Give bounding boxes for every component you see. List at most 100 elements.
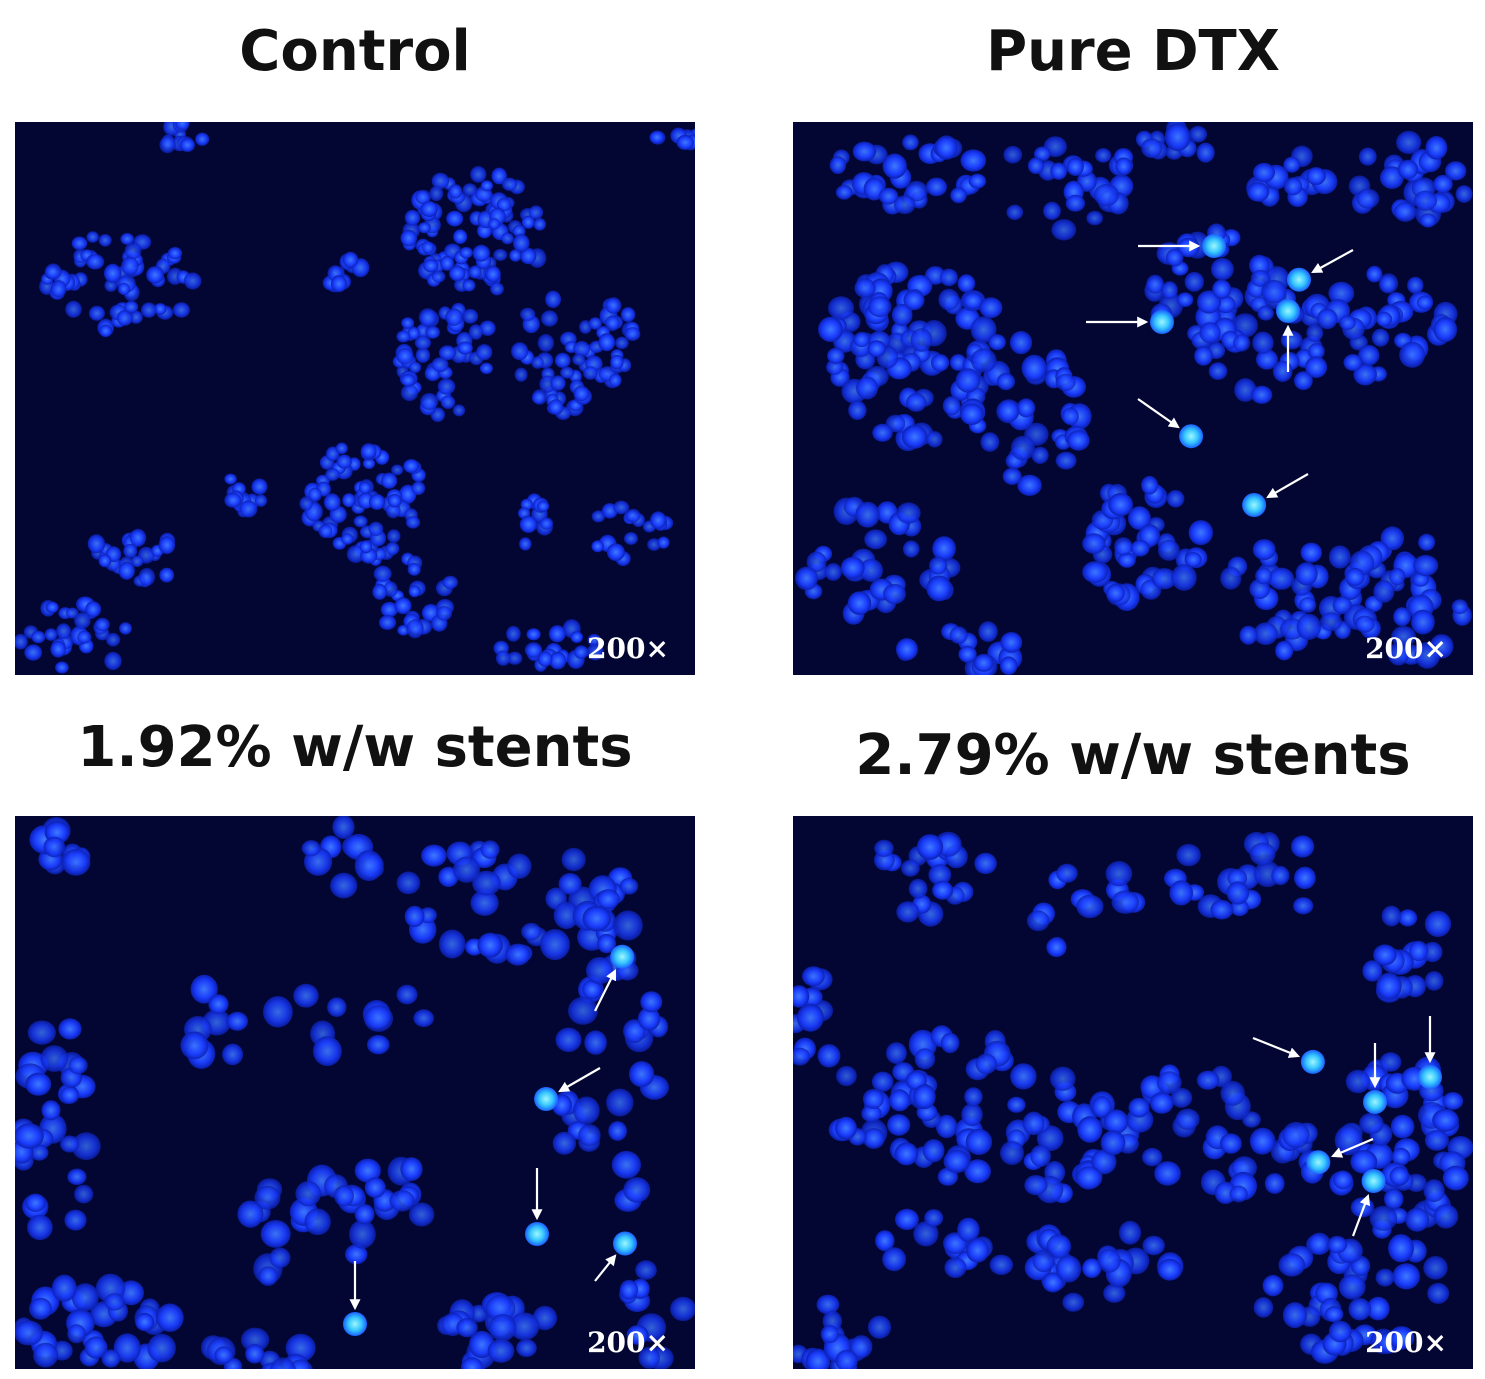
nucleus xyxy=(1397,159,1419,180)
nucleus xyxy=(87,534,106,554)
nucleus xyxy=(1328,281,1355,305)
nucleus xyxy=(875,1230,895,1252)
nucleus xyxy=(1271,865,1290,886)
nucleus xyxy=(1283,156,1301,173)
nucleus xyxy=(935,1114,958,1139)
nucleus xyxy=(1108,493,1133,517)
nucleus xyxy=(1358,344,1380,366)
nucleus xyxy=(1154,1161,1181,1186)
nucleus xyxy=(619,877,639,895)
nucleus xyxy=(935,135,958,160)
nucleus xyxy=(887,1114,911,1136)
nucleus xyxy=(942,396,961,416)
nucleus xyxy=(970,316,997,343)
nucleus xyxy=(1220,1133,1242,1154)
nucleus xyxy=(578,1124,601,1147)
nucleus xyxy=(802,966,825,987)
nucleus xyxy=(342,493,356,508)
nucleus xyxy=(86,231,99,243)
nucleus xyxy=(129,528,147,547)
nucleus xyxy=(468,324,483,340)
nucleus xyxy=(867,296,892,318)
nucleus xyxy=(61,849,91,876)
nucleus xyxy=(1252,539,1276,561)
nucleus xyxy=(175,122,190,131)
nucleus xyxy=(620,307,636,323)
nucleus xyxy=(378,615,397,630)
nucleus xyxy=(1050,162,1068,180)
nucleus xyxy=(676,135,695,150)
nucleus xyxy=(902,134,919,151)
nucleus xyxy=(27,1214,53,1241)
nucleus xyxy=(1376,972,1402,1000)
nucleus xyxy=(457,341,473,355)
nucleus xyxy=(269,1247,291,1269)
nucleus xyxy=(354,1158,381,1183)
nucleus xyxy=(950,187,967,204)
nucleus xyxy=(957,1217,980,1242)
nucleus xyxy=(579,320,592,334)
nucleus xyxy=(968,173,987,189)
nucleus xyxy=(1130,539,1150,557)
nucleus xyxy=(346,545,365,563)
nucleus xyxy=(878,187,899,205)
nucleus xyxy=(408,1202,435,1227)
nucleus xyxy=(260,1220,291,1248)
nucleus xyxy=(354,850,384,881)
nucleus xyxy=(421,844,447,867)
nucleus xyxy=(828,296,854,320)
nucleus xyxy=(1166,490,1185,508)
nucleus xyxy=(854,278,876,298)
nucleus xyxy=(1433,1204,1459,1229)
nucleus xyxy=(1328,545,1351,569)
nucleus xyxy=(1391,1147,1411,1166)
nucleus xyxy=(74,1184,94,1204)
nucleus xyxy=(1379,1052,1402,1072)
nucleus xyxy=(1211,258,1234,281)
nucleus xyxy=(891,303,913,326)
nucleus xyxy=(626,1325,649,1345)
nucleus xyxy=(506,625,521,642)
nucleus xyxy=(1000,1141,1024,1165)
nucleus xyxy=(334,1185,354,1207)
nucleus xyxy=(606,1088,634,1117)
nucleus xyxy=(795,566,818,591)
nucleus xyxy=(1294,371,1313,391)
nucleus xyxy=(65,300,82,318)
nucleus xyxy=(183,272,202,290)
nucleus xyxy=(400,373,416,387)
nucleus xyxy=(1253,622,1278,645)
nucleus xyxy=(130,555,144,568)
nucleus xyxy=(591,540,604,553)
nucleus xyxy=(582,905,612,932)
nucleus xyxy=(1280,330,1303,350)
micrograph-pure-dtx: 200× xyxy=(793,122,1473,675)
nucleus xyxy=(431,172,450,190)
nucleus xyxy=(1118,552,1136,568)
nucleus xyxy=(1411,609,1435,635)
nucleus xyxy=(1095,148,1112,163)
bright-nucleus xyxy=(525,1222,549,1246)
nucleus xyxy=(926,177,947,197)
magnification-label: 200× xyxy=(587,1326,669,1359)
nucleus xyxy=(1003,145,1023,164)
nucleus xyxy=(908,878,928,899)
nucleus xyxy=(1308,343,1325,360)
nucleus xyxy=(537,500,550,512)
nucleus xyxy=(1328,1320,1352,1343)
nucleus xyxy=(418,222,431,234)
nucleus xyxy=(1115,157,1132,175)
nucleus xyxy=(1105,861,1133,887)
nucleus xyxy=(944,1257,967,1278)
micrograph-192-stents-image xyxy=(15,816,695,1369)
nucleus xyxy=(957,274,976,293)
nucleus xyxy=(496,197,512,212)
nucleus xyxy=(852,141,877,162)
nucleus xyxy=(545,290,562,308)
nucleus xyxy=(608,1121,627,1141)
apoptosis-arrow xyxy=(1252,1036,1301,1058)
nucleus xyxy=(906,393,927,412)
micrograph-279-stents-image xyxy=(793,831,1473,1369)
nucleus xyxy=(403,459,420,473)
nucleus xyxy=(1075,1166,1103,1190)
